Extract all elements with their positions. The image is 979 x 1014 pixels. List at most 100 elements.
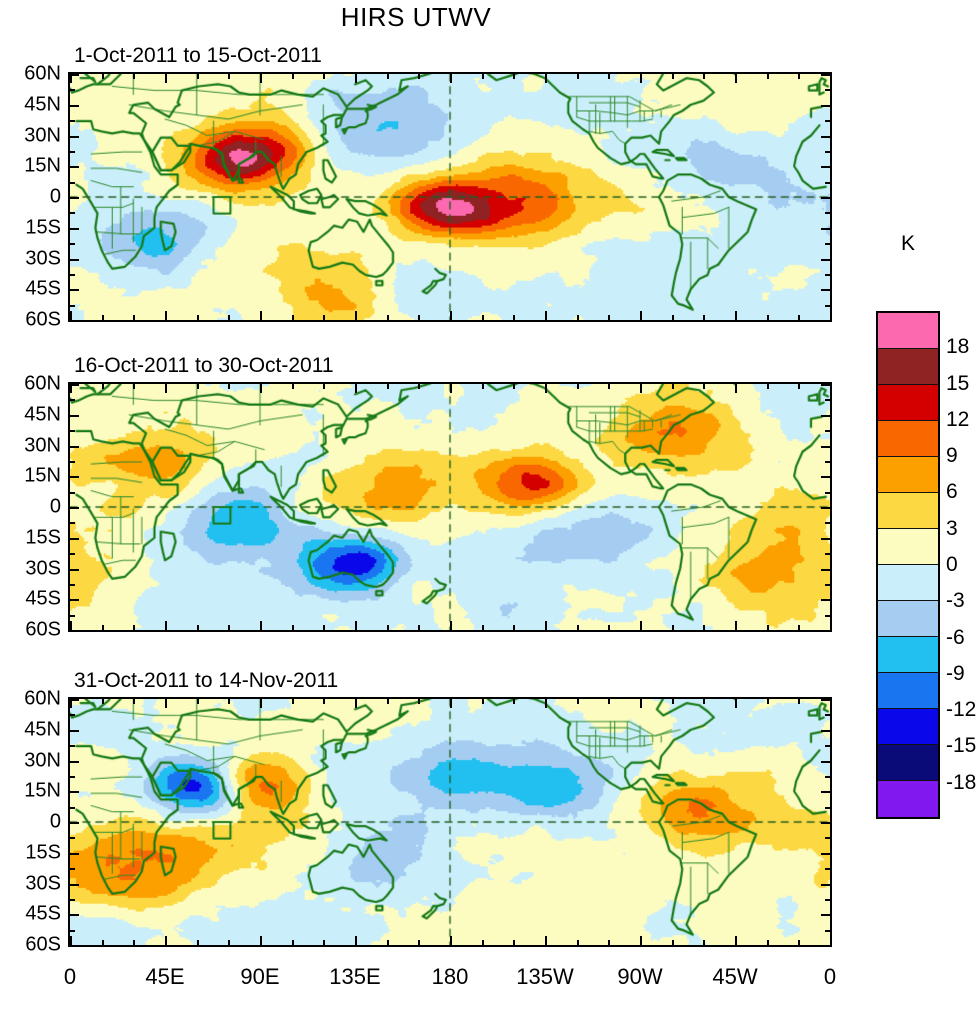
x-axis-minor-tick <box>228 940 231 945</box>
y-axis-tick <box>821 384 830 386</box>
x-axis-minor-tick <box>101 699 104 704</box>
x-axis-label: 135W <box>516 964 574 989</box>
x-axis-minor-tick <box>101 384 104 389</box>
x-axis-minor-tick <box>576 940 579 945</box>
x-axis-tick <box>640 74 642 83</box>
y-axis-label: 15N <box>24 464 61 487</box>
x-axis-tick <box>830 936 832 945</box>
y-axis-minor-tick <box>825 181 830 184</box>
x-axis-tick <box>830 311 832 320</box>
x-axis-tick <box>260 384 262 393</box>
x-axis-minor-tick <box>671 315 674 320</box>
y-axis-minor-tick <box>70 614 75 617</box>
y-axis-tick <box>821 227 830 230</box>
x-axis-minor-tick <box>798 315 801 320</box>
colorbar-tick-label: 0 <box>946 553 958 576</box>
y-axis-tick <box>70 166 79 169</box>
x-axis-minor-tick <box>386 940 389 945</box>
y-axis-tick <box>70 537 79 540</box>
y-axis-minor-tick <box>70 460 75 463</box>
x-axis-tick <box>355 384 357 393</box>
x-axis-minor-tick <box>133 625 136 630</box>
y-axis-minor-tick <box>825 837 830 840</box>
y-axis-label: 45S <box>25 277 61 300</box>
x-axis-minor-tick <box>513 625 516 630</box>
y-axis-label: 15N <box>24 779 61 802</box>
x-axis-minor-tick <box>703 625 706 630</box>
y-axis-tick <box>821 289 830 292</box>
x-axis-minor-tick <box>671 74 674 79</box>
y-axis-tick <box>821 476 830 479</box>
colorbar-band <box>878 745 938 781</box>
x-axis-tick <box>545 311 547 320</box>
x-axis-tick <box>165 936 167 945</box>
y-axis-minor-tick <box>825 491 830 494</box>
x-axis-minor-tick <box>418 625 421 630</box>
x-axis-minor-tick <box>703 74 706 79</box>
x-axis-tick <box>545 621 547 630</box>
y-axis-label: 0 <box>49 185 61 208</box>
y-axis-tick <box>70 104 79 107</box>
x-axis-minor-tick <box>766 699 769 704</box>
y-axis-minor-tick <box>825 120 830 123</box>
x-axis-minor-tick <box>133 699 136 704</box>
map-canvas-1 <box>70 74 830 320</box>
x-axis-minor-tick <box>386 315 389 320</box>
x-axis-minor-tick <box>291 315 294 320</box>
x-axis-tick <box>260 74 262 83</box>
x-axis-minor-tick <box>228 315 231 320</box>
colorbar-tick-label: 9 <box>946 444 958 468</box>
x-axis-minor-tick <box>576 699 579 704</box>
y-axis-tick <box>821 507 830 509</box>
figure-title: HIRS UTWV <box>340 2 492 32</box>
map-frame-2 <box>68 382 832 632</box>
x-axis-tick <box>165 311 167 320</box>
y-axis-label: 30S <box>25 247 61 269</box>
y-axis-tick <box>70 445 79 448</box>
x-axis-tick <box>450 621 452 630</box>
panel-title-2: 16-Oct-2011 to 30-Oct-2011 <box>74 354 334 377</box>
y-axis-minor-tick <box>825 714 830 717</box>
colorbar-unit-label: K <box>900 232 915 255</box>
x-axis-tick <box>830 384 832 393</box>
x-axis-minor-tick <box>766 384 769 389</box>
x-axis-minor-tick <box>798 625 801 630</box>
y-axis-minor-tick <box>825 273 830 276</box>
x-axis-minor-tick <box>481 625 484 630</box>
y-axis-minor-tick <box>70 714 75 717</box>
y-axis-tick <box>821 537 830 540</box>
y-axis-minor-tick <box>825 898 830 901</box>
y-axis-minor-tick <box>70 243 75 246</box>
colorbar-band <box>878 349 938 385</box>
x-axis-minor-tick <box>133 384 136 389</box>
x-axis-minor-tick <box>101 315 104 320</box>
x-axis-minor-tick <box>608 625 611 630</box>
x-axis-tick <box>260 699 262 708</box>
x-axis-minor-tick <box>481 940 484 945</box>
x-axis-minor-tick <box>671 625 674 630</box>
y-axis-minor-tick <box>70 583 75 586</box>
y-axis-minor-tick <box>825 304 830 307</box>
x-axis-tick <box>735 311 737 320</box>
y-axis-tick <box>821 822 830 824</box>
x-axis-tick <box>70 74 72 83</box>
colorbar-tick-label: -6 <box>946 625 965 649</box>
x-axis-tick <box>735 384 737 393</box>
x-axis-label: 0 <box>823 964 837 989</box>
x-axis-tick <box>355 311 357 320</box>
x-axis-minor-tick <box>576 384 579 389</box>
x-axis-minor-tick <box>418 74 421 79</box>
x-axis-minor-tick <box>418 315 421 320</box>
colorbar-band <box>878 709 938 745</box>
x-axis-minor-tick <box>133 74 136 79</box>
x-axis-tick <box>355 621 357 630</box>
x-axis-tick <box>640 384 642 393</box>
y-axis-tick <box>70 568 79 571</box>
y-axis-minor-tick <box>825 929 830 932</box>
colorbar-tick-label: -12 <box>946 698 977 722</box>
x-axis-minor-tick <box>196 315 199 320</box>
y-axis-tick <box>70 258 79 261</box>
y-axis-tick <box>821 135 830 138</box>
y-axis-minor-tick <box>70 837 75 840</box>
x-axis-tick <box>260 621 262 630</box>
